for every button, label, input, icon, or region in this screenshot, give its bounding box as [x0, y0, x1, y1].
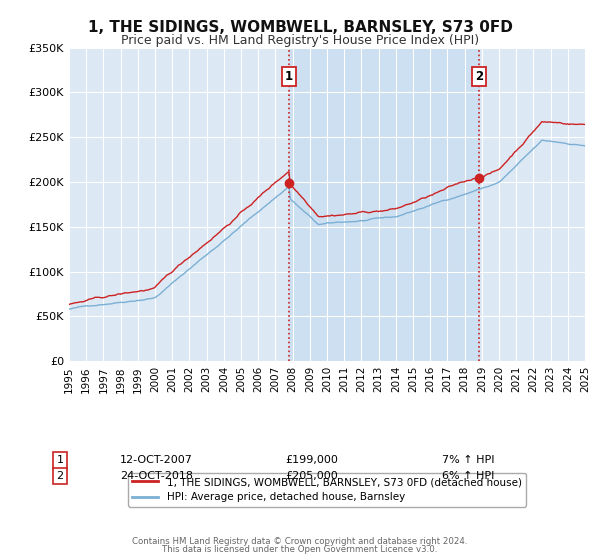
Text: 12-OCT-2007: 12-OCT-2007: [120, 455, 193, 465]
Text: This data is licensed under the Open Government Licence v3.0.: This data is licensed under the Open Gov…: [163, 545, 437, 554]
Bar: [289, 48, 479, 361]
Text: 24-OCT-2018: 24-OCT-2018: [120, 471, 193, 481]
Text: £205,000: £205,000: [286, 471, 338, 481]
Text: 1: 1: [56, 455, 64, 465]
Text: 2: 2: [475, 70, 483, 83]
Text: Price paid vs. HM Land Registry's House Price Index (HPI): Price paid vs. HM Land Registry's House …: [121, 34, 479, 46]
Text: Contains HM Land Registry data © Crown copyright and database right 2024.: Contains HM Land Registry data © Crown c…: [132, 537, 468, 546]
Text: £199,000: £199,000: [286, 455, 338, 465]
Text: 6% ↑ HPI: 6% ↑ HPI: [442, 471, 494, 481]
Text: 7% ↑ HPI: 7% ↑ HPI: [442, 455, 494, 465]
Text: 2: 2: [56, 471, 64, 481]
Text: 1: 1: [285, 70, 293, 83]
Text: 1, THE SIDINGS, WOMBWELL, BARNSLEY, S73 0FD: 1, THE SIDINGS, WOMBWELL, BARNSLEY, S73 …: [88, 20, 512, 35]
Legend: 1, THE SIDINGS, WOMBWELL, BARNSLEY, S73 0FD (detached house), HPI: Average price: 1, THE SIDINGS, WOMBWELL, BARNSLEY, S73 …: [128, 473, 526, 506]
